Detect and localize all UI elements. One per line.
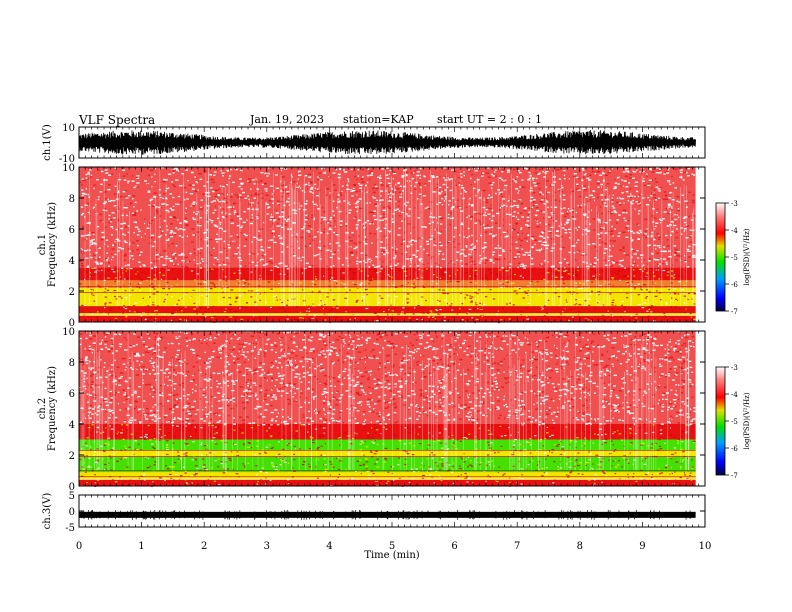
ch2_spectrogram-heatmap bbox=[78, 331, 697, 488]
ch2_spectrogram-ytick-label: 8 bbox=[69, 358, 75, 369]
ch1_spectrogram-ytick-label: 10 bbox=[62, 163, 75, 174]
ch2_spectrogram-band-1 bbox=[79, 472, 696, 480]
x-tick-label: 2 bbox=[201, 541, 207, 552]
x-tick-label: 5 bbox=[389, 541, 395, 552]
ch1_spectrogram-colorbar-tick: -7 bbox=[731, 308, 738, 316]
x-tick-label: 9 bbox=[639, 541, 645, 552]
ch2_spectrogram-ylabel: Frequency (kHz) bbox=[47, 366, 58, 451]
ch1_spectrogram-ylabel: Frequency (kHz) bbox=[47, 202, 58, 287]
ch2_spectrogram-ylabel: ch.2 bbox=[37, 398, 48, 420]
ch1_spectrogram-ytick-label: 0 bbox=[69, 318, 75, 329]
ch1_spectrogram-speckle bbox=[79, 167, 697, 324]
chart-title: VLF Spectra bbox=[79, 113, 156, 127]
x-tick-label: 6 bbox=[451, 541, 457, 552]
x-tick-label: 8 bbox=[577, 541, 583, 552]
ch1_spectrogram-band-0 bbox=[79, 315, 696, 322]
ch2_spectrogram-speckle bbox=[78, 331, 697, 488]
date-label: Jan. 19, 2023 bbox=[250, 113, 325, 126]
ch1_spectrogram-ylabel: ch.1 bbox=[37, 234, 48, 256]
ch1_spectrogram-ytick-label: 4 bbox=[69, 256, 75, 267]
ch1_spectrogram-ytick-label: 2 bbox=[69, 287, 75, 298]
ch2_spectrogram-ytick-label: 6 bbox=[69, 389, 75, 400]
ch1_spectrogram-ytick-label: 6 bbox=[69, 225, 75, 236]
ch2_spectrogram-ytick-label: 0 bbox=[69, 482, 75, 493]
ch1_spectrogram-colorbar-tick: -5 bbox=[731, 254, 738, 262]
ch2_spectrogram-colorbar-tick: -3 bbox=[731, 364, 738, 372]
ch1_spectrogram-colorbar-label: log(PSD)(V²/Hz) bbox=[743, 228, 751, 285]
ch1_spectrogram-colorbar-tick: -6 bbox=[731, 281, 738, 289]
ch3_waveform-ylabel: ch.3(V) bbox=[42, 493, 53, 530]
ch1_spectrogram-heatmap bbox=[79, 167, 697, 324]
x-tick-label: 4 bbox=[326, 541, 332, 552]
ch3_waveform-ytick-label: 0 bbox=[69, 507, 75, 518]
ch3_waveform-ytick-label: -5 bbox=[65, 523, 75, 534]
ch1_waveform-series bbox=[78, 130, 696, 155]
ch2_spectrogram-colorbar-label: log(PSD)(V²/Hz) bbox=[743, 392, 751, 449]
ch2_spectrogram-ytick-label: 10 bbox=[62, 327, 75, 338]
ch2_spectrogram-colorbar-tick: -7 bbox=[731, 472, 738, 480]
ch1_spectrogram-colorbar bbox=[715, 202, 726, 312]
ch1_spectrogram-band-2 bbox=[79, 306, 696, 313]
ch3_waveform-series bbox=[79, 509, 696, 520]
ch1-signal-trace bbox=[78, 130, 696, 155]
ch2_spectrogram-colorbar-tick: -5 bbox=[731, 418, 738, 426]
start-time-label: start UT = 2 : 0 : 1 bbox=[437, 113, 543, 126]
x-tick-label: 0 bbox=[76, 541, 82, 552]
ch2_spectrogram-ytick-label: 4 bbox=[69, 420, 75, 431]
ch3_waveform-ytick-label: 5 bbox=[69, 491, 75, 502]
ch2_spectrogram-colorbar-tick: -4 bbox=[731, 391, 738, 399]
ch2_spectrogram-band-4 bbox=[79, 439, 696, 451]
ch2_spectrogram-colorbar-tick: -6 bbox=[731, 445, 738, 453]
ch2_spectrogram-colorbar bbox=[715, 366, 726, 476]
ch1_waveform-ytick-label: -10 bbox=[59, 154, 75, 165]
ch2_spectrogram-band-5 bbox=[79, 424, 696, 440]
x-tick-label: 1 bbox=[138, 541, 144, 552]
ch1_waveform-ylabel: ch.1(V) bbox=[42, 124, 53, 161]
x-tick-label: 3 bbox=[264, 541, 270, 552]
ch2_spectrogram-ytick-label: 2 bbox=[69, 451, 75, 462]
x-tick-label: 7 bbox=[514, 541, 520, 552]
ch1_spectrogram-ytick-label: 8 bbox=[69, 194, 75, 205]
x-tick-label: 10 bbox=[699, 541, 712, 552]
x-axis-label: Time (min) bbox=[364, 550, 419, 561]
station-label: station=KAP bbox=[343, 113, 414, 126]
ch1_waveform-ytick-label: 10 bbox=[62, 123, 75, 134]
ch2_spectrogram-band-2 bbox=[79, 456, 696, 473]
ch1_spectrogram-colorbar-tick: -3 bbox=[731, 200, 738, 208]
ch2_spectrogram-band-3 bbox=[79, 450, 696, 457]
ch1_spectrogram-colorbar-tick: -4 bbox=[731, 227, 738, 235]
